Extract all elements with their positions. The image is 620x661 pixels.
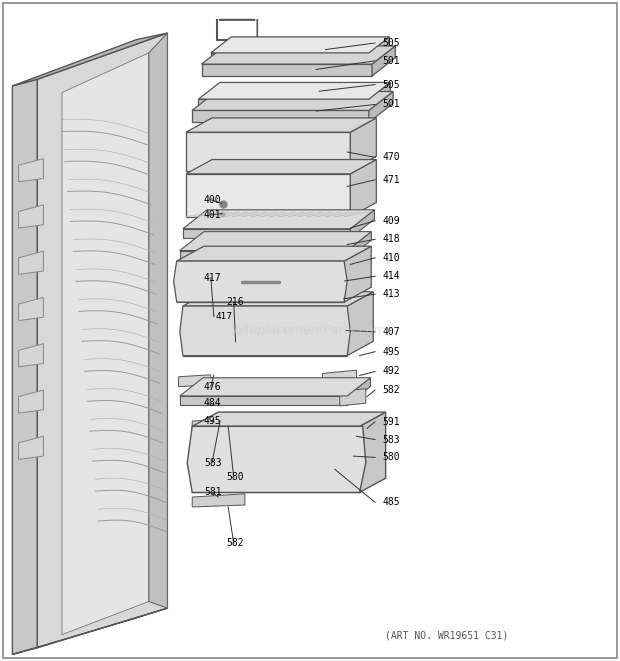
Polygon shape — [177, 261, 344, 302]
Polygon shape — [186, 159, 376, 174]
Text: 410: 410 — [383, 253, 400, 263]
Polygon shape — [180, 231, 371, 251]
Text: 505: 505 — [383, 38, 400, 48]
Polygon shape — [350, 118, 376, 171]
Text: 582: 582 — [383, 385, 400, 395]
Text: 471: 471 — [383, 175, 400, 185]
Polygon shape — [337, 420, 366, 437]
FancyBboxPatch shape — [3, 3, 617, 658]
Polygon shape — [186, 132, 350, 171]
Polygon shape — [186, 174, 350, 217]
Polygon shape — [350, 159, 376, 217]
Polygon shape — [202, 46, 396, 64]
Polygon shape — [19, 251, 43, 274]
Polygon shape — [192, 110, 369, 122]
Polygon shape — [372, 46, 396, 76]
Polygon shape — [62, 53, 149, 635]
Polygon shape — [180, 396, 347, 405]
Polygon shape — [369, 91, 393, 122]
Polygon shape — [177, 247, 371, 261]
Polygon shape — [149, 33, 167, 608]
Text: 413: 413 — [383, 289, 400, 299]
Polygon shape — [369, 37, 389, 63]
Text: 582: 582 — [226, 538, 244, 549]
Text: 495: 495 — [383, 346, 400, 357]
Text: 470: 470 — [383, 152, 400, 163]
Polygon shape — [211, 53, 369, 63]
Text: 492: 492 — [383, 366, 400, 377]
Polygon shape — [180, 251, 347, 259]
Text: 580: 580 — [383, 452, 400, 463]
Text: 401: 401 — [203, 210, 221, 220]
Polygon shape — [340, 389, 366, 406]
Polygon shape — [344, 247, 371, 302]
Polygon shape — [183, 229, 350, 238]
Polygon shape — [192, 91, 393, 110]
Polygon shape — [347, 377, 371, 405]
Polygon shape — [179, 375, 211, 387]
Polygon shape — [192, 426, 360, 492]
Text: 495: 495 — [203, 416, 221, 426]
Text: 484: 484 — [203, 398, 221, 408]
Polygon shape — [214, 334, 257, 351]
Text: 476: 476 — [203, 381, 221, 392]
Text: 418: 418 — [383, 234, 400, 245]
Text: 501: 501 — [383, 56, 400, 66]
Polygon shape — [12, 33, 167, 86]
Text: (ART NO. WR19651 C31): (ART NO. WR19651 C31) — [385, 631, 508, 641]
Text: 485: 485 — [383, 497, 400, 508]
Polygon shape — [350, 210, 374, 238]
Polygon shape — [19, 436, 43, 459]
Polygon shape — [180, 306, 350, 356]
Polygon shape — [174, 261, 347, 302]
Polygon shape — [37, 33, 167, 648]
Text: 216: 216 — [226, 297, 244, 307]
Polygon shape — [360, 412, 386, 492]
Polygon shape — [183, 292, 373, 306]
Polygon shape — [183, 210, 374, 229]
Polygon shape — [187, 426, 366, 492]
Text: 505: 505 — [383, 79, 400, 90]
Polygon shape — [211, 37, 389, 53]
Polygon shape — [202, 64, 372, 76]
Polygon shape — [322, 370, 356, 383]
Polygon shape — [19, 390, 43, 413]
Text: 400: 400 — [203, 194, 221, 205]
Polygon shape — [211, 309, 248, 326]
Text: eReplacementParts.com: eReplacementParts.com — [234, 324, 386, 337]
Text: 409: 409 — [383, 215, 400, 226]
Polygon shape — [19, 205, 43, 228]
Polygon shape — [19, 297, 43, 321]
Polygon shape — [192, 418, 245, 431]
Text: 501: 501 — [383, 99, 400, 110]
Text: 580: 580 — [226, 472, 244, 483]
Text: 583: 583 — [383, 434, 400, 445]
Polygon shape — [192, 412, 386, 426]
Text: 591: 591 — [383, 416, 400, 427]
Text: 407: 407 — [383, 327, 400, 337]
Polygon shape — [19, 159, 43, 182]
Polygon shape — [347, 292, 373, 356]
Polygon shape — [12, 79, 37, 654]
Polygon shape — [198, 99, 369, 109]
Text: 417: 417 — [203, 272, 221, 283]
Polygon shape — [19, 344, 43, 367]
Polygon shape — [12, 608, 167, 654]
Polygon shape — [369, 83, 391, 109]
Text: 581: 581 — [205, 487, 222, 498]
Polygon shape — [347, 231, 371, 259]
Text: 417: 417 — [216, 312, 233, 321]
Polygon shape — [180, 377, 371, 396]
Polygon shape — [183, 306, 347, 356]
Polygon shape — [192, 494, 245, 507]
Polygon shape — [198, 83, 391, 99]
Text: 414: 414 — [383, 271, 400, 282]
Text: 583: 583 — [205, 457, 222, 468]
Polygon shape — [186, 118, 376, 132]
